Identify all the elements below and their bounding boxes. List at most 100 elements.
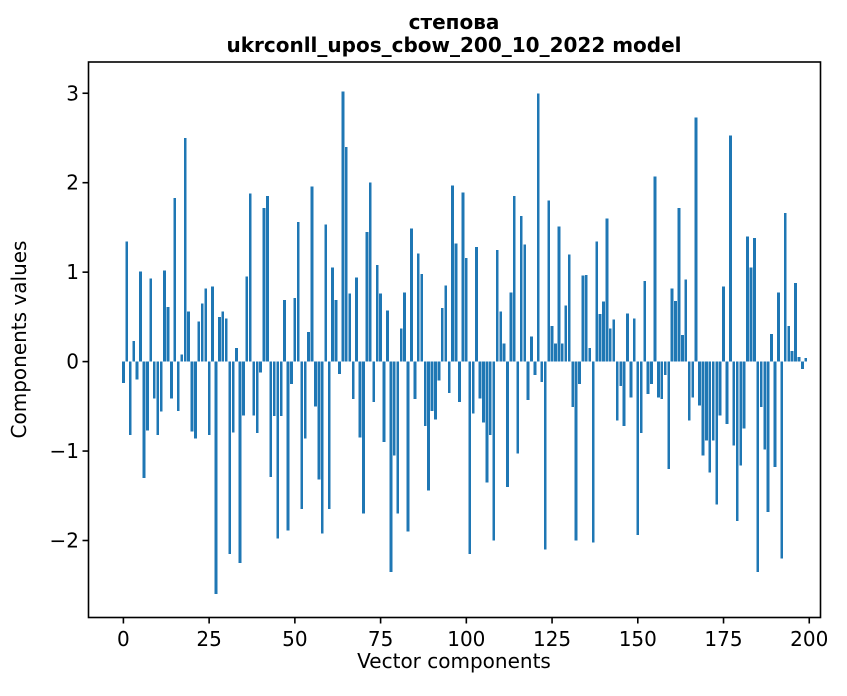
bar [502,343,506,362]
x-tick-label: 125 [533,627,571,651]
bar [187,311,190,362]
bar [660,361,664,400]
bar [663,361,667,376]
bar [471,361,475,414]
bar [612,319,616,362]
y-tick-label: 2 [66,171,79,195]
bar [636,361,640,536]
bar [327,361,331,510]
bar [303,361,307,439]
bar [763,361,767,450]
bar [310,186,314,362]
y-tick-label: 0 [66,350,79,374]
bar [492,361,496,541]
bar [135,361,139,380]
bar [152,361,156,399]
bar [375,264,379,362]
bar [132,341,136,362]
bar [780,361,784,559]
bar [746,236,749,362]
bars-group [122,91,808,595]
bar [622,361,626,426]
bar [756,361,760,572]
x-tick-label: 100 [447,627,485,651]
bar [269,361,273,477]
bar [200,303,204,362]
bar [296,222,300,362]
ticks-group: 0 25 50 75 100 125 150 175 200 3 2 1 0 −1 −2 [50,81,829,651]
bar [224,318,228,362]
y-tick-label: −2 [50,529,79,553]
bar [372,361,376,402]
bar [314,361,317,407]
bar [722,286,725,362]
bar [509,292,513,362]
bar [300,361,304,510]
x-tick-label: 0 [117,627,130,651]
bar [564,305,568,362]
bar [341,91,345,362]
bar [608,328,612,362]
bar [739,361,743,466]
bar [554,343,557,362]
bar [674,300,677,362]
bar [317,361,321,480]
bar [259,361,262,373]
bar [231,361,235,433]
bar [482,361,485,423]
bar [447,361,451,393]
bar [173,197,177,362]
bar [458,361,461,402]
y-axis-label: Components values [7,241,31,439]
bar [159,361,163,412]
bar [365,231,369,362]
bar [753,238,756,362]
bar [464,257,468,362]
bar [228,361,232,554]
bar [794,282,797,362]
bar [348,293,352,362]
bar [670,288,674,362]
bar [396,361,400,514]
bar [591,361,595,543]
bar [677,207,681,362]
bar [272,361,276,417]
bar [379,293,382,362]
bar [478,361,482,399]
y-tick-label: −1 [50,439,79,463]
bar [437,361,441,381]
bar [705,361,708,441]
bar [163,270,166,362]
bar [423,361,427,426]
bar [735,361,739,521]
bar [283,299,286,362]
bar [567,254,571,362]
bar [211,286,214,362]
bar [770,333,773,362]
bar [204,288,208,362]
bar [588,348,592,362]
bar [595,241,599,362]
bar [142,361,146,478]
bar [434,361,437,420]
bar [207,361,211,435]
bar [718,361,722,416]
bar [681,334,684,362]
bar [783,213,787,362]
bar [512,196,516,362]
bar [214,361,218,595]
bar [351,361,355,400]
bar [382,361,386,443]
bar [276,361,280,539]
bar [543,361,547,550]
bar [797,357,801,362]
bar [176,361,180,411]
y-tick-label: 1 [66,260,79,284]
bar [235,348,238,362]
bar [560,343,564,362]
bar [355,277,358,362]
bar [406,361,410,532]
bar [183,137,187,362]
bar [334,299,338,362]
